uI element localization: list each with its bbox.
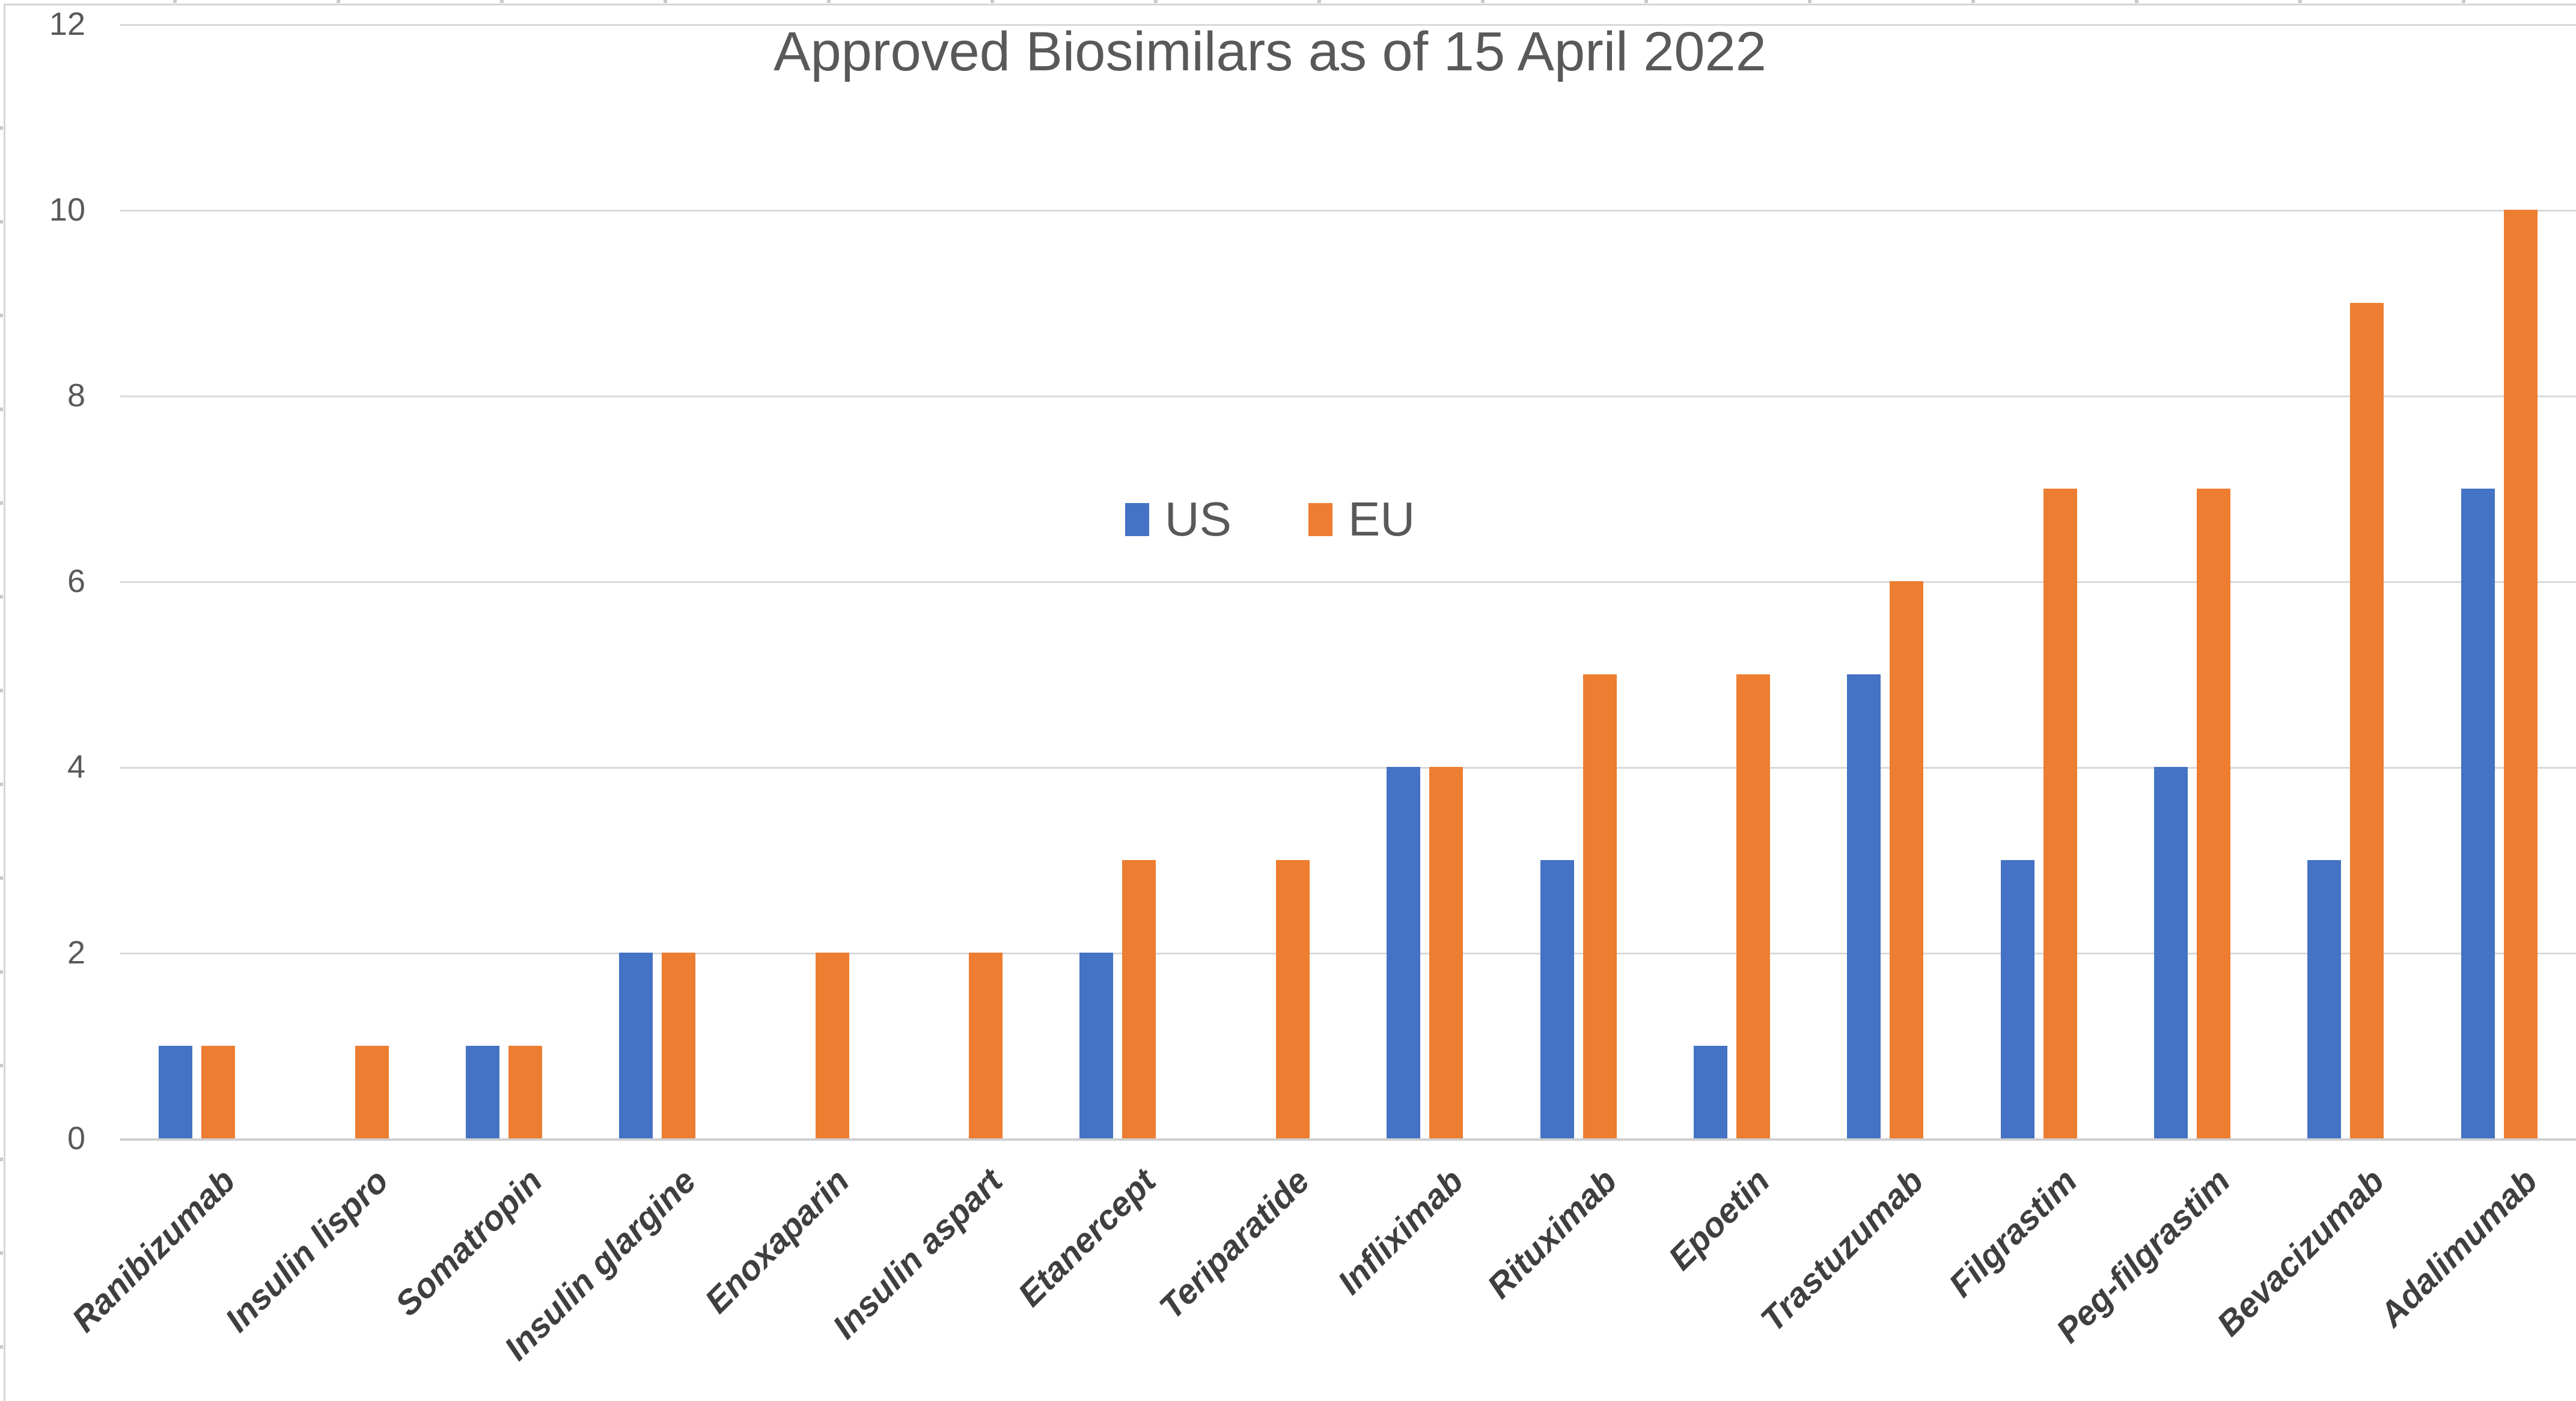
us-bar bbox=[159, 1045, 193, 1138]
bar-group: Insulin aspart bbox=[825, 24, 1041, 1346]
eu-bar bbox=[508, 1045, 542, 1138]
bar-group: Infliximab bbox=[1330, 24, 1501, 1302]
bar-pair bbox=[1693, 674, 1770, 1138]
us-bar bbox=[465, 1045, 499, 1138]
worksheet-edge-ticks-left bbox=[0, 0, 3, 1401]
gridline bbox=[120, 953, 2576, 954]
bar-group: Insulin lispro bbox=[218, 24, 427, 1340]
bar-pair bbox=[2461, 210, 2538, 1138]
bar-pair bbox=[2000, 488, 2077, 1138]
us-bar bbox=[2461, 488, 2495, 1138]
us-bar bbox=[2154, 767, 2188, 1138]
bar-group: Trastuzumab bbox=[1753, 24, 1962, 1339]
chart-area-border bbox=[4, 4, 2576, 1401]
y-axis-tick-label: 12 bbox=[49, 6, 85, 42]
us-bar bbox=[619, 953, 653, 1138]
us-legend-label: US bbox=[1164, 492, 1232, 546]
eu-bar bbox=[815, 953, 849, 1138]
x-axis-baseline bbox=[120, 1138, 2576, 1141]
legend-item-eu: EU bbox=[1308, 492, 1415, 547]
bar-pair bbox=[465, 1045, 542, 1138]
bar-pair bbox=[1233, 859, 1310, 1138]
eu-bar bbox=[1122, 859, 1156, 1138]
eu-bar bbox=[662, 953, 696, 1138]
gridline bbox=[120, 581, 2576, 583]
us-bar bbox=[1847, 674, 1881, 1138]
us-bar bbox=[1540, 859, 1574, 1138]
bar-group: Teriparatide bbox=[1152, 24, 1348, 1326]
worksheet-edge-ticks-top bbox=[0, 0, 2576, 3]
bar-group: Filgrastim bbox=[1941, 24, 2116, 1305]
bar-group: Enoxaparin bbox=[697, 24, 888, 1320]
bar-pair bbox=[1387, 767, 1463, 1138]
plot-area: Ranibizumab Insulin lispro Somatropin Insul… bbox=[65, 24, 2576, 1368]
bar-group: Epoetin bbox=[1655, 24, 1808, 1278]
bar-group: Bevacizumab bbox=[2209, 24, 2422, 1344]
bar-groups: Ranibizumab Insulin lispro Somatropin Insul… bbox=[65, 24, 2576, 1368]
y-axis-labels: 0 2 4 6 8 10 12 bbox=[0, 6, 102, 1156]
eu-bar bbox=[1429, 767, 1463, 1138]
eu-bar bbox=[2350, 302, 2384, 1138]
y-axis-tick-label: 10 bbox=[49, 192, 85, 228]
bar-group: Ranibizumab bbox=[65, 24, 273, 1340]
bar-pair bbox=[2154, 488, 2231, 1138]
us-bar bbox=[2000, 859, 2034, 1138]
eu-legend-label: EU bbox=[1348, 492, 1415, 546]
bar-pair bbox=[1847, 581, 1924, 1138]
gridline bbox=[120, 395, 2576, 397]
us-bar bbox=[2307, 859, 2342, 1138]
bar-pair bbox=[2307, 302, 2384, 1138]
eu-bar bbox=[2197, 488, 2231, 1138]
bar-group: Somatropin bbox=[388, 24, 581, 1323]
legend: US EU bbox=[0, 492, 2540, 547]
eu-bar bbox=[2503, 210, 2538, 1138]
gridline bbox=[120, 24, 2576, 26]
eu-bar bbox=[1275, 859, 1310, 1138]
bar-pair bbox=[926, 953, 1003, 1138]
chart-title: Approved Biosimilars as of 15 April 2022 bbox=[774, 21, 1766, 82]
gridline bbox=[120, 210, 2576, 212]
y-axis-tick-label: 0 bbox=[67, 1120, 85, 1156]
eu-bar bbox=[1736, 674, 1770, 1138]
eu-bar bbox=[1583, 674, 1617, 1138]
eu-bar bbox=[1890, 581, 1924, 1138]
y-axis-tick-label: 6 bbox=[67, 563, 85, 599]
bar-group: Peg-filgrastim bbox=[2050, 24, 2269, 1351]
bar-pair bbox=[1540, 674, 1617, 1138]
gridline bbox=[120, 767, 2576, 769]
us-bar bbox=[1693, 1045, 1727, 1138]
bar-group: Adalimumab bbox=[2372, 24, 2576, 1334]
bar-pair bbox=[619, 953, 696, 1138]
eu-legend-swatch-icon bbox=[1308, 502, 1332, 536]
bar-group: Etanercept bbox=[1011, 24, 1194, 1314]
bar-group: Insulin glargine bbox=[497, 24, 734, 1368]
bar-pair bbox=[313, 1045, 389, 1138]
eu-bar bbox=[969, 953, 1003, 1138]
us-legend-swatch-icon bbox=[1125, 502, 1149, 536]
us-bar bbox=[1079, 953, 1114, 1138]
y-axis-tick-label: 8 bbox=[67, 377, 85, 414]
y-axis-tick-label: 2 bbox=[67, 935, 85, 971]
eu-bar bbox=[2043, 488, 2077, 1138]
bar-pair bbox=[1079, 859, 1156, 1138]
eu-bar bbox=[355, 1045, 389, 1138]
bar-pair bbox=[159, 1045, 236, 1138]
bar-group: Rituximab bbox=[1480, 24, 1655, 1306]
bar-pair bbox=[773, 953, 849, 1138]
legend-item-us: US bbox=[1125, 492, 1232, 547]
us-bar bbox=[1387, 767, 1421, 1138]
y-axis-tick-label: 4 bbox=[67, 749, 85, 785]
eu-bar bbox=[201, 1045, 236, 1138]
